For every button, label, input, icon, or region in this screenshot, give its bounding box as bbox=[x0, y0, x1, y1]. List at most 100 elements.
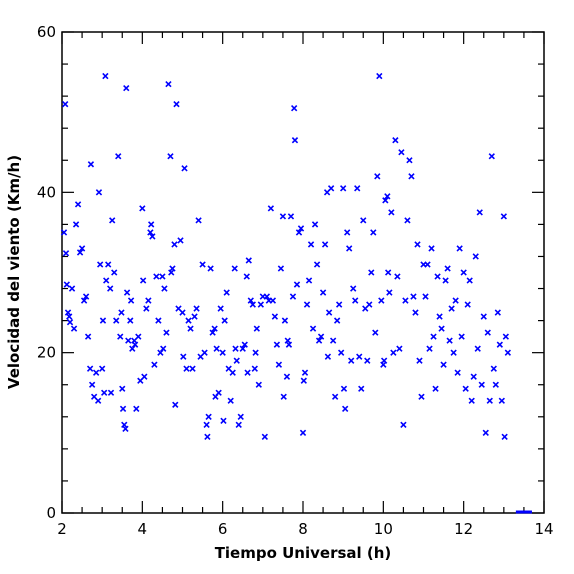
data-point bbox=[468, 397, 475, 404]
data-point bbox=[92, 369, 100, 376]
data-point bbox=[285, 341, 293, 348]
data-point bbox=[301, 369, 309, 376]
data-point bbox=[490, 365, 497, 372]
data-point bbox=[171, 241, 178, 248]
data-point bbox=[267, 205, 275, 212]
data-point bbox=[204, 433, 211, 441]
data-point bbox=[209, 329, 216, 336]
data-point bbox=[502, 333, 510, 340]
data-point bbox=[183, 365, 190, 372]
data-point bbox=[153, 273, 160, 280]
y-tick-label: 20 bbox=[37, 344, 56, 362]
data-point bbox=[145, 297, 152, 304]
data-point bbox=[452, 297, 459, 304]
data-point bbox=[261, 433, 269, 441]
data-point bbox=[269, 297, 277, 304]
data-point bbox=[105, 261, 112, 268]
x-tick-label: 2 bbox=[57, 520, 67, 538]
data-point bbox=[337, 349, 345, 356]
data-point bbox=[207, 265, 214, 272]
data-point bbox=[60, 229, 68, 236]
data-point bbox=[307, 241, 315, 248]
data-point bbox=[313, 261, 321, 268]
data-point bbox=[122, 425, 129, 432]
data-point bbox=[488, 153, 495, 160]
y-tick-label: 40 bbox=[37, 183, 56, 201]
data-point bbox=[88, 381, 96, 388]
data-point bbox=[364, 357, 371, 364]
data-point bbox=[245, 257, 252, 264]
data-point bbox=[392, 137, 399, 144]
data-point bbox=[340, 185, 347, 192]
data-point bbox=[273, 341, 281, 348]
data-point bbox=[472, 253, 479, 260]
data-point bbox=[203, 421, 210, 428]
data-point bbox=[366, 301, 373, 308]
data-point bbox=[193, 305, 200, 312]
x-tick-label: 8 bbox=[298, 520, 308, 538]
data-point bbox=[249, 301, 256, 308]
x-axis-label: Tiempo Universal (h) bbox=[215, 544, 392, 562]
y-axis-label: Velocidad del viento (Km/h) bbox=[5, 155, 23, 389]
data-point bbox=[360, 217, 367, 224]
data-point bbox=[185, 317, 192, 324]
data-point bbox=[444, 265, 451, 272]
data-point bbox=[311, 221, 319, 228]
data-point bbox=[416, 357, 423, 364]
data-point bbox=[168, 269, 175, 276]
data-point bbox=[148, 221, 155, 228]
data-point bbox=[319, 289, 327, 296]
data-point bbox=[235, 421, 242, 428]
plot-frame bbox=[61, 31, 545, 514]
data-point bbox=[462, 385, 469, 392]
data-point bbox=[412, 309, 419, 316]
data-point bbox=[476, 209, 483, 216]
data-point bbox=[113, 317, 120, 324]
data-point bbox=[498, 397, 505, 404]
data-point bbox=[94, 397, 102, 404]
data-point bbox=[86, 365, 94, 372]
data-point bbox=[378, 297, 385, 304]
data-point bbox=[243, 273, 250, 280]
data-point bbox=[63, 281, 70, 288]
data-point bbox=[179, 309, 186, 316]
data-point bbox=[80, 297, 88, 304]
axis-ticks bbox=[61, 31, 545, 514]
data-point bbox=[173, 100, 180, 108]
data-point bbox=[165, 80, 172, 88]
data-point bbox=[217, 305, 224, 312]
data-point bbox=[404, 217, 411, 224]
data-point bbox=[66, 319, 74, 326]
data-point bbox=[448, 305, 455, 312]
data-point bbox=[64, 309, 72, 316]
data-point bbox=[496, 341, 503, 348]
data-point bbox=[247, 297, 254, 304]
data-point bbox=[324, 353, 332, 360]
data-point bbox=[299, 429, 307, 436]
data-point bbox=[478, 381, 485, 388]
data-point bbox=[244, 369, 251, 376]
data-point bbox=[115, 153, 122, 160]
data-point bbox=[394, 273, 401, 280]
data-point bbox=[127, 317, 134, 324]
data-point bbox=[87, 161, 95, 168]
data-point bbox=[121, 421, 128, 428]
data-point bbox=[109, 217, 116, 224]
data-point bbox=[400, 421, 407, 428]
data-point bbox=[163, 329, 170, 336]
data-point bbox=[74, 201, 82, 208]
data-point bbox=[131, 341, 139, 348]
data-point bbox=[199, 261, 206, 268]
data-point bbox=[191, 313, 198, 320]
data-point bbox=[232, 345, 239, 352]
data-point bbox=[504, 349, 512, 356]
data-point bbox=[370, 229, 377, 236]
data-point bbox=[127, 297, 135, 304]
data-point bbox=[374, 173, 381, 180]
data-point bbox=[458, 333, 465, 340]
data-point bbox=[464, 301, 471, 308]
data-point bbox=[291, 137, 299, 144]
data-point bbox=[213, 345, 220, 352]
data-point bbox=[139, 277, 147, 284]
